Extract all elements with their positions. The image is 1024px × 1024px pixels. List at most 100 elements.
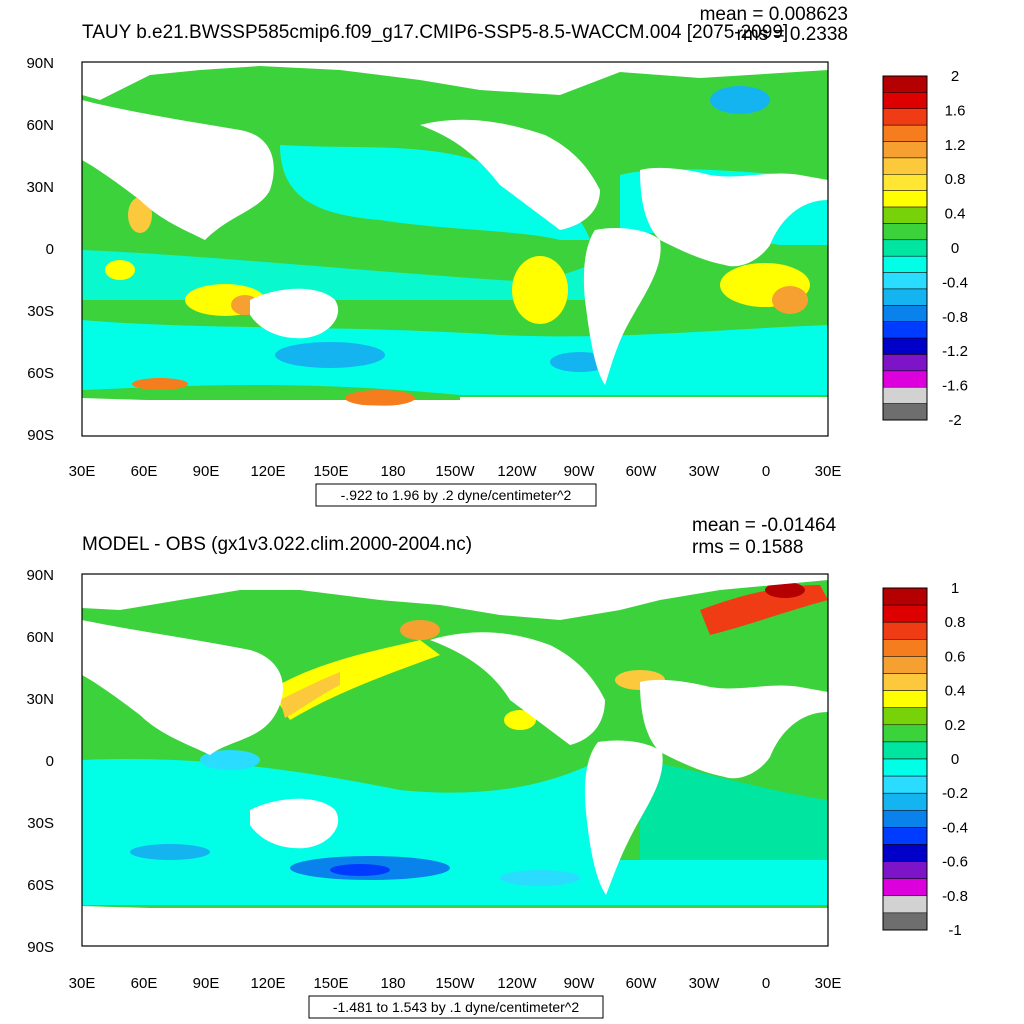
- lon-label: 0: [762, 975, 770, 992]
- colorbar-swatch: [882, 792, 928, 811]
- panel-bottom-rms: rms = 0.1588: [692, 537, 803, 558]
- colorbar-swatch: [882, 92, 928, 110]
- colorbar-tick-label: -0.4: [942, 819, 968, 836]
- lon-label: 60E: [131, 463, 158, 480]
- lon-label: 150E: [313, 975, 348, 992]
- colorbar-swatch: [882, 741, 928, 760]
- colorbar-swatch: [882, 75, 928, 93]
- range-label-bottom: -1.481 to 1.543 by .1 dyne/centimeter^2: [333, 999, 579, 1015]
- lat-label: 30N: [26, 179, 54, 196]
- colorbar-swatch: [882, 174, 928, 191]
- colorbar-swatch: [882, 690, 928, 708]
- colorbar-swatch: [882, 239, 928, 257]
- colorbar-tick-label: -0.8: [942, 888, 968, 905]
- colorbar-swatch: [882, 621, 928, 640]
- lon-label: 30E: [69, 975, 96, 992]
- lon-label: 30W: [689, 975, 721, 992]
- colorbar-swatch: [882, 124, 928, 142]
- lon-label: 120E: [250, 975, 285, 992]
- lon-label: 0: [762, 463, 770, 480]
- colorbar-swatch: [882, 321, 928, 339]
- panel-top-rms: rms = 0.2338: [737, 24, 848, 45]
- colorbar-tick-label: 0.4: [945, 206, 966, 223]
- range-label-top: -.922 to 1.96 by .2 dyne/centimeter^2: [341, 487, 572, 503]
- colorbar-swatch: [882, 305, 928, 322]
- lat-label: 90N: [26, 55, 54, 72]
- colorbar-swatch: [882, 758, 928, 777]
- colorbar-swatch: [882, 141, 928, 159]
- colorbar-swatch: [882, 724, 928, 743]
- panel-top-title: TAUY b.e21.BWSSP585cmip6.f09_g17.CMIP6-S…: [82, 22, 788, 43]
- lat-label: 30S: [27, 815, 54, 832]
- colorbar-swatch: [882, 656, 928, 674]
- colorbar-swatch: [882, 288, 928, 306]
- panel-top-mean: mean = 0.008623: [700, 4, 848, 25]
- colorbar-tick-label: 0.8: [945, 171, 966, 188]
- lat-label: 30S: [27, 303, 54, 320]
- lat-label: 90S: [27, 939, 54, 956]
- colorbar-tick-label: -0.8: [942, 309, 968, 326]
- lon-label: 60W: [626, 463, 658, 480]
- colorbar-swatch: [882, 810, 928, 828]
- lon-label: 150W: [435, 463, 475, 480]
- lon-label: 90E: [193, 975, 220, 992]
- lon-label: 150E: [313, 463, 348, 480]
- lat-label: 30N: [26, 691, 54, 708]
- colorbar-tick-label: -0.4: [942, 274, 968, 291]
- colorbar-tick-label: -1: [948, 922, 961, 939]
- colorbar-bottom: 1 0.8 0.6 0.4 0.2 0 -0.2 -0.4 -0.6 -0.8 -1: [882, 580, 968, 939]
- lat-label: 0: [46, 753, 54, 770]
- range-box-top: -.922 to 1.96 by .2 dyne/centimeter^2: [315, 483, 597, 507]
- colorbar-tick-label: 1: [951, 580, 959, 597]
- colorbar-tick-label: 0.8: [945, 614, 966, 631]
- colorbar-swatch: [882, 895, 928, 914]
- map-bottom: [81, 573, 829, 947]
- colorbar-tick-label: 2: [951, 68, 959, 85]
- colorbar-tick-label: -1.2: [942, 343, 968, 360]
- lon-label: 120E: [250, 463, 285, 480]
- lon-label: 90W: [564, 975, 596, 992]
- range-box-bottom: -1.481 to 1.543 by .1 dyne/centimeter^2: [308, 995, 604, 1019]
- map-top: [81, 61, 829, 437]
- colorbar-tick-label: -1.6: [942, 378, 968, 395]
- colorbar-swatch: [882, 255, 928, 273]
- lon-label: 120W: [497, 975, 537, 992]
- lon-axis-bottom: 30E 60E 90E 120E 150E 180 150W 120W 90W …: [69, 975, 842, 992]
- colorbar-swatch: [882, 912, 928, 931]
- lon-label: 150W: [435, 975, 475, 992]
- colorbar-swatch: [882, 707, 928, 726]
- colorbar-swatch: [882, 673, 928, 691]
- colorbar-swatch: [882, 587, 928, 606]
- lat-axis-bottom: 90N 60N 30N 0 30S 60S 90S: [26, 567, 54, 956]
- lat-label: 60S: [27, 877, 54, 894]
- colorbar-swatch: [882, 878, 928, 897]
- colorbar-swatch: [882, 108, 928, 126]
- colorbar-tick-label: -0.6: [942, 854, 968, 871]
- colorbar-swatch: [882, 386, 928, 404]
- lon-label: 180: [380, 463, 405, 480]
- colorbar-swatch: [882, 337, 928, 355]
- lat-label: 90N: [26, 567, 54, 584]
- colorbar-swatch: [882, 639, 928, 657]
- lat-label: 0: [46, 241, 54, 258]
- colorbar-swatch: [882, 206, 928, 224]
- colorbar-tick-label: 0: [951, 751, 959, 768]
- colorbar-swatch: [882, 827, 928, 845]
- colorbar-swatch: [882, 190, 928, 208]
- colorbar-swatch: [882, 370, 928, 388]
- colorbar-swatch: [882, 223, 928, 241]
- colorbar-tick-label: 0: [951, 240, 959, 257]
- colorbar-swatch: [882, 272, 928, 290]
- lat-label: 60N: [26, 629, 54, 646]
- colorbar-swatch: [882, 403, 928, 421]
- lat-axis-top: 90N 60N 30N 0 30S 60S 90S: [26, 55, 54, 444]
- colorbar-tick-label: 1.6: [945, 102, 966, 119]
- colorbar-tick-label: 1.2: [945, 137, 966, 154]
- panel-bottom: MODEL - OBS (gx1v3.022.clim.2000-2004.nc…: [26, 515, 968, 1019]
- panel-bottom-title: MODEL - OBS (gx1v3.022.clim.2000-2004.nc…: [82, 534, 472, 555]
- colorbar-swatch: [882, 861, 928, 879]
- panel-bottom-mean: mean = -0.01464: [692, 515, 837, 536]
- colorbar-swatch: [882, 775, 928, 794]
- colorbar-tick-label: 0.4: [945, 683, 966, 700]
